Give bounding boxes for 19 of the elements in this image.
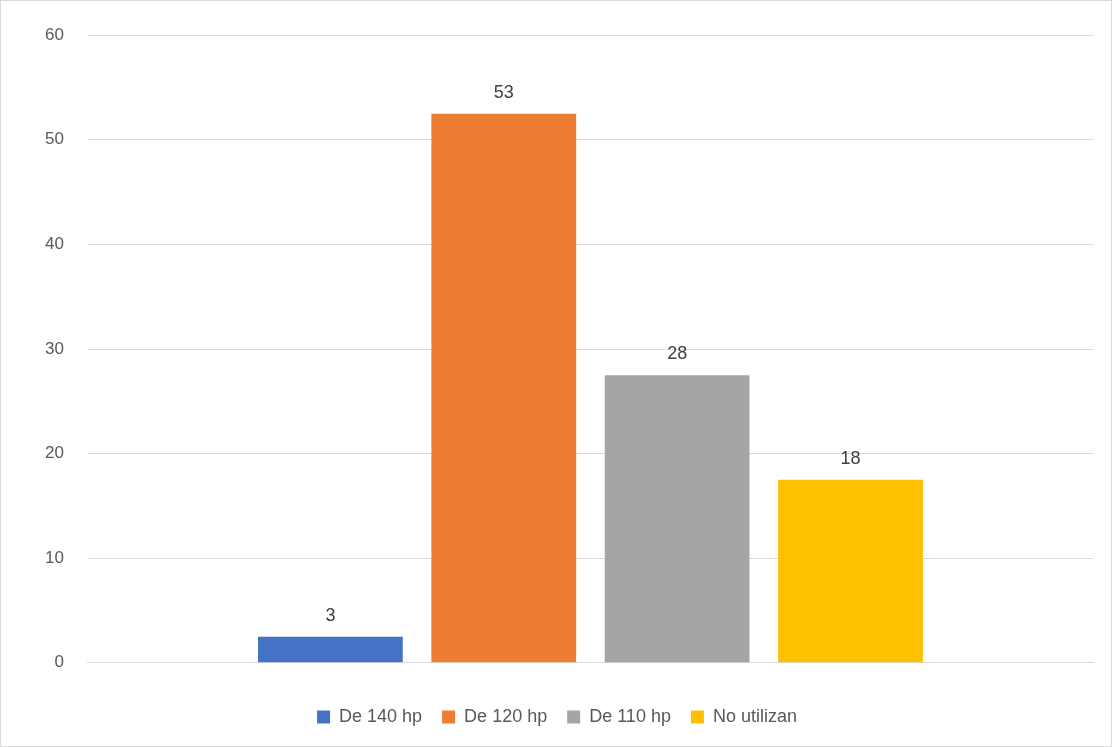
y-tick-label: 0 (54, 652, 64, 672)
bar (604, 375, 750, 663)
legend-label: De 120 hp (464, 705, 548, 726)
legend-label: De 110 hp (589, 705, 671, 726)
y-tick-label: 10 (44, 547, 64, 567)
data-label: 3 (325, 604, 336, 625)
y-tick-label: 60 (44, 24, 64, 44)
legend-label: No utilizan (712, 705, 797, 726)
y-tick-label: 30 (44, 338, 64, 358)
data-label: 18 (840, 447, 861, 468)
bar (258, 636, 403, 663)
bar (778, 479, 923, 663)
y-tick-label: 20 (44, 443, 64, 463)
data-label: 53 (493, 81, 514, 102)
y-tick-label: 40 (44, 234, 64, 254)
data-label: 28 (667, 343, 688, 364)
y-tick-label: 50 (44, 129, 64, 149)
legend-label: De 140 hp (339, 705, 423, 726)
bar (431, 113, 577, 663)
